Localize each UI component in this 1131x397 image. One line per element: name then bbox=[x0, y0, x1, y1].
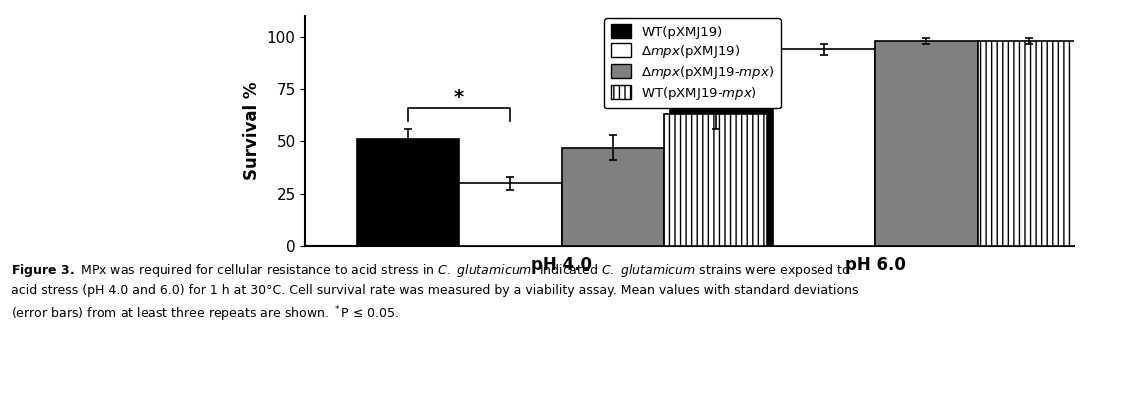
Bar bbox=[670, 39, 772, 246]
Bar bbox=[562, 148, 664, 246]
Bar bbox=[356, 139, 459, 246]
Text: *: * bbox=[455, 88, 464, 107]
Bar bbox=[459, 183, 562, 246]
Bar bbox=[977, 41, 1080, 246]
Bar bbox=[875, 41, 977, 246]
Legend: WT(pXMJ19), $\mathregular{\Delta}$$\mathit{mpx}$(pXMJ19), $\mathregular{\Delta}$: WT(pXMJ19), $\mathregular{\Delta}$$\math… bbox=[604, 18, 780, 108]
Bar bbox=[664, 114, 767, 246]
Text: $\bf{Figure\ 3.}$ MPx was required for cellular resistance to acid stress in $\i: $\bf{Figure\ 3.}$ MPx was required for c… bbox=[11, 262, 858, 324]
Bar bbox=[772, 49, 875, 246]
Y-axis label: Survival %: Survival % bbox=[243, 82, 261, 180]
